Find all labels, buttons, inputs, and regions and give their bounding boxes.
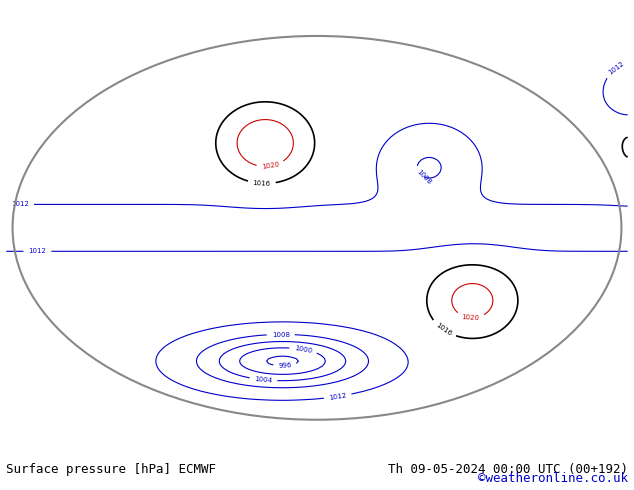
Text: Th 09-05-2024 00:00 UTC (00+192): Th 09-05-2024 00:00 UTC (00+192) [387, 463, 628, 476]
Text: Surface pressure [hPa] ECMWF: Surface pressure [hPa] ECMWF [6, 463, 216, 476]
Text: 1008: 1008 [272, 331, 290, 338]
Text: 1012: 1012 [11, 201, 29, 207]
Text: 1012: 1012 [29, 248, 46, 254]
Text: 996: 996 [278, 363, 292, 369]
Text: 1016: 1016 [252, 180, 271, 187]
Text: 1004: 1004 [254, 376, 273, 384]
Text: 1020: 1020 [261, 162, 280, 171]
Text: 1012: 1012 [607, 60, 625, 75]
Text: 1008: 1008 [415, 169, 432, 186]
Text: 1000: 1000 [294, 345, 313, 354]
Text: 1020: 1020 [462, 314, 480, 321]
Text: 1016: 1016 [434, 322, 453, 337]
Text: 1012: 1012 [328, 392, 347, 401]
Text: ©weatheronline.co.uk: ©weatheronline.co.uk [477, 472, 628, 485]
